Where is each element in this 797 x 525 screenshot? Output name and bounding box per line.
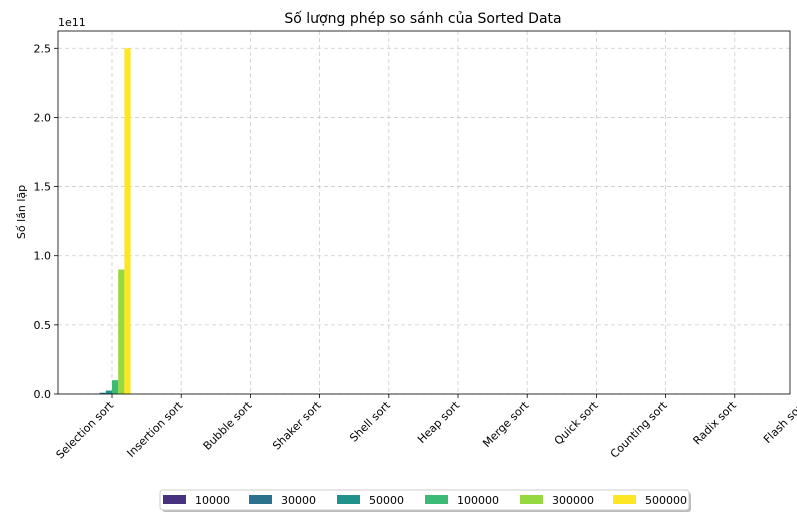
y-axis-ticks: 0.0 0.5 1.0 1.5 2.0 2.5 bbox=[34, 42, 58, 401]
legend-label: 300000 bbox=[552, 494, 594, 507]
y-tick-label: 1.5 bbox=[34, 181, 52, 194]
y-tick-label: 0.5 bbox=[34, 319, 52, 332]
legend-swatch-500000 bbox=[613, 495, 636, 504]
legend-label: 10000 bbox=[195, 494, 230, 507]
y-axis-label: Số lần lặp bbox=[15, 185, 28, 239]
x-tick-label: Bubble sort bbox=[201, 398, 255, 452]
y-tick-label: 0.0 bbox=[34, 388, 52, 401]
x-tick-label: Merge sort bbox=[480, 398, 531, 449]
x-tick-label: Flash sort bbox=[761, 398, 797, 446]
legend-swatch-10000 bbox=[163, 495, 186, 504]
bar-300000-0 bbox=[118, 269, 125, 394]
legend-swatch-50000 bbox=[337, 495, 360, 504]
x-tick-label: Heap sort bbox=[415, 398, 463, 446]
legend-swatch-300000 bbox=[520, 495, 543, 504]
bar-100000-0 bbox=[112, 380, 119, 394]
x-tick-label: Selection sort bbox=[54, 398, 117, 461]
bar-50000-0 bbox=[105, 390, 112, 394]
y-tick-label: 2.5 bbox=[34, 42, 52, 55]
x-tick-label: Shaker sort bbox=[270, 398, 324, 452]
grid-lines bbox=[58, 31, 790, 395]
x-axis-ticks: Selection sort Insertion sort Bubble sort S… bbox=[54, 394, 797, 462]
legend-label: 30000 bbox=[281, 494, 316, 507]
legend-swatch-30000 bbox=[249, 495, 272, 504]
x-tick-label: Radix sort bbox=[690, 398, 739, 447]
legend-label: 50000 bbox=[369, 494, 404, 507]
x-tick-label: Shell sort bbox=[347, 398, 393, 444]
plot-frame bbox=[57, 30, 791, 395]
legend-swatch-100000 bbox=[425, 495, 448, 504]
bar-30000-0 bbox=[99, 392, 106, 394]
legend: 10000 30000 50000 100000 300000 500000 bbox=[159, 489, 691, 512]
bar-500000-0 bbox=[124, 48, 131, 395]
x-tick-label: Counting sort bbox=[608, 398, 670, 460]
y-offset-text: 1e11 bbox=[58, 16, 86, 29]
chart-title: Số lượng phép so sánh của Sorted Data bbox=[284, 10, 561, 27]
y-tick-label: 2.0 bbox=[34, 111, 52, 124]
x-tick-label: Quick sort bbox=[552, 398, 601, 447]
legend-label: 500000 bbox=[645, 494, 687, 507]
y-tick-label: 1.0 bbox=[34, 250, 52, 263]
x-tick-label: Insertion sort bbox=[124, 398, 185, 459]
legend-label: 100000 bbox=[457, 494, 499, 507]
legend-box bbox=[159, 489, 690, 511]
